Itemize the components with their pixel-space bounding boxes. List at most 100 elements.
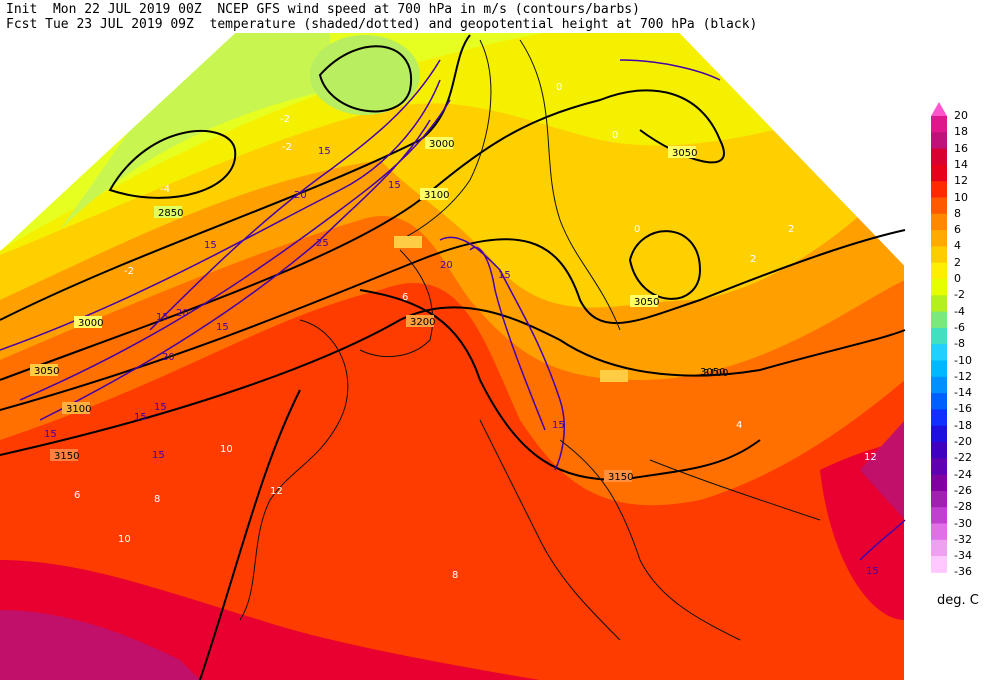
colorbar-tick-label: -22 xyxy=(954,451,972,465)
height-label: 3050 xyxy=(700,367,725,378)
temp-label: 6 xyxy=(74,490,80,501)
height-labels: 3000 3050 3100 3150 2850 3200 3050 3100 … xyxy=(30,137,728,483)
height-label: 3100 xyxy=(66,404,91,415)
temperature-labels: -4 -2 -4 -2 0 0 0 2 2 4 6 6 8 8 10 10 12… xyxy=(60,82,877,581)
colorbar-swatch xyxy=(931,116,947,133)
height-label: 3050 xyxy=(34,366,59,377)
wind-label: 15 xyxy=(552,420,565,431)
colorbar-tick-label: -4 xyxy=(954,304,965,318)
colorbar-swatch xyxy=(931,132,947,150)
colorbar-swatch xyxy=(931,409,947,427)
colorbar-swatch xyxy=(931,295,947,313)
wind-label: 20 xyxy=(440,260,453,271)
init-line: Init Mon 22 JUL 2019 00Z NCEP GFS wind s… xyxy=(6,2,640,17)
temp-label: 0 xyxy=(556,82,562,93)
colorbar-tick-label: -16 xyxy=(954,402,972,416)
colorbar-tick-label: 18 xyxy=(954,125,968,139)
wind-label: 15 xyxy=(216,322,229,333)
colorbar-swatch xyxy=(931,311,947,329)
wind-label: 15 xyxy=(866,566,879,577)
colorbar-swatch xyxy=(931,490,947,508)
temp-label: -2 xyxy=(124,266,134,277)
colorbar-tick-label: -10 xyxy=(954,353,972,367)
temp-label: 12 xyxy=(864,452,877,463)
height-label: 3150 xyxy=(608,472,633,483)
temp-label: -4 xyxy=(60,112,70,123)
temp-label: -2 xyxy=(282,142,292,153)
temp-label: 10 xyxy=(220,444,233,455)
colorbar-swatch xyxy=(931,213,947,231)
colorbar-tick-label: 6 xyxy=(954,223,961,237)
colorbar-swatch xyxy=(931,442,947,459)
wind-label: 20 xyxy=(162,352,175,363)
colorbar-swatch xyxy=(931,539,947,557)
colorbar-tick-label: -28 xyxy=(954,500,972,514)
colorbar-tick-label: -30 xyxy=(954,516,972,530)
colorbar-swatch xyxy=(931,376,947,394)
temperature-colorbar xyxy=(931,102,947,573)
colorbar-tick-label: -32 xyxy=(954,532,972,546)
colorbar-tick-label: 8 xyxy=(954,206,961,220)
temp-label: 8 xyxy=(154,494,160,505)
colorbar-swatch xyxy=(931,148,947,166)
temp-label: 6 xyxy=(402,292,408,303)
wind-label: 15 xyxy=(204,240,217,251)
colorbar-tick-label: 12 xyxy=(954,174,968,188)
colorbar-tick-label: -6 xyxy=(954,320,965,334)
colorbar-tick-label: -36 xyxy=(954,565,972,579)
colorbar-tick-label: -26 xyxy=(954,483,972,497)
colorbar-swatch xyxy=(931,393,947,410)
height-label: 3100 xyxy=(424,190,449,201)
colorbar-tick-label: -18 xyxy=(954,418,972,432)
wind-label: 20 xyxy=(176,308,189,319)
temp-label: -2 xyxy=(280,114,290,125)
colorbar-swatch xyxy=(931,556,947,573)
colorbar-swatch xyxy=(931,262,947,280)
colorbar-tick-label: -14 xyxy=(954,386,972,400)
colorbar-tick-label: -34 xyxy=(954,549,972,563)
wind-label: 20 xyxy=(294,190,307,201)
colorbar-tick-label: -24 xyxy=(954,467,972,481)
temp-label: 4 xyxy=(736,420,742,431)
colorbar-tick-label: -12 xyxy=(954,369,972,383)
colorbar-swatch xyxy=(931,344,947,361)
colorbar-swatch xyxy=(931,181,947,198)
geopotential-height-contours xyxy=(0,34,906,680)
wind-label: 15 xyxy=(498,270,511,281)
colorbar-tick-label: -8 xyxy=(954,337,965,351)
wind-label: 15 xyxy=(44,429,57,440)
colorbar-tick-label: 4 xyxy=(954,239,961,253)
temp-label: 10 xyxy=(118,534,131,545)
colorbar-swatch xyxy=(931,230,947,247)
temp-label: 8 xyxy=(452,570,458,581)
colorbar-swatch xyxy=(931,327,947,345)
wind-label: 15 xyxy=(134,412,147,423)
colorbar-tick-label: 20 xyxy=(954,109,968,122)
height-label: 3150 xyxy=(54,451,79,462)
height-label: 3000 xyxy=(78,318,103,329)
colorbar-swatch xyxy=(931,246,947,264)
wind-label: 15 xyxy=(154,402,167,413)
wind-speed-contours xyxy=(0,59,906,561)
height-label: 3050 xyxy=(672,148,697,159)
colorbar-swatch xyxy=(931,164,947,182)
wind-label: 15 xyxy=(152,450,165,461)
colorbar-tick-label: 16 xyxy=(954,141,968,155)
wind-labels: 15 20 25 15 20 15 15 15 20 15 15 15 15 2… xyxy=(44,146,879,577)
wind-label: 15 xyxy=(156,312,169,323)
temp-label: 0 xyxy=(612,130,618,141)
colorbar-tick-label: 14 xyxy=(954,157,968,171)
colorbar-arrow xyxy=(931,102,947,116)
colorbar-unit: deg. C xyxy=(937,593,979,608)
colorbar-swatch xyxy=(931,458,947,476)
coastlines-borders xyxy=(239,39,821,641)
height-label: 2850 xyxy=(158,208,183,219)
temp-label: 12 xyxy=(270,486,283,497)
temp-label: 2 xyxy=(788,224,794,235)
colorbar-swatch xyxy=(931,279,947,296)
height-label: 3000 xyxy=(429,139,454,150)
map-labels: 3000 3050 3100 3150 2850 3200 3050 3100 … xyxy=(30,82,879,581)
height-label: 3200 xyxy=(410,317,435,328)
